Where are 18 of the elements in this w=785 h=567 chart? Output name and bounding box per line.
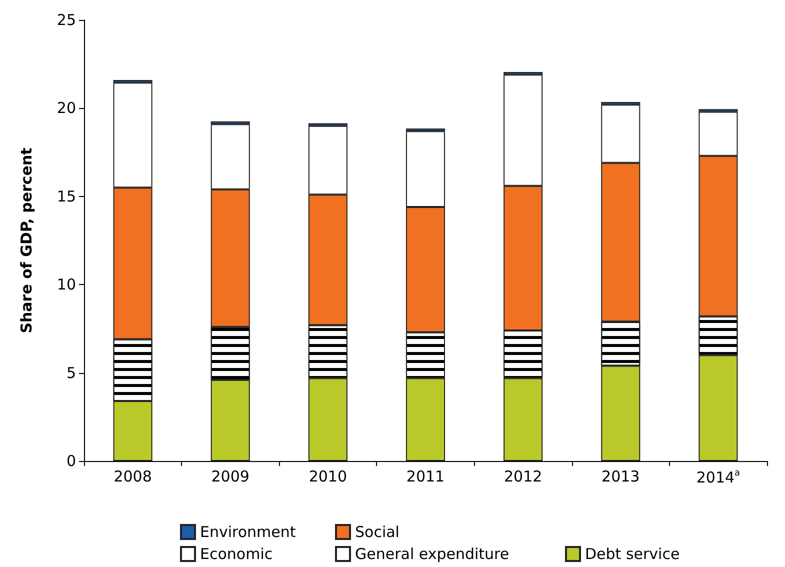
y-tick-label: 5 <box>66 364 76 382</box>
legend-label: Environment <box>200 523 296 541</box>
legend-label: General expenditure <box>355 545 510 563</box>
legend-label: Economic <box>200 545 273 563</box>
x-tick-label: 2010 <box>308 468 348 486</box>
y-tick-label: 15 <box>56 187 76 206</box>
y-tick-label: 20 <box>56 99 76 118</box>
x-tick-label: 2012 <box>504 468 542 486</box>
y-tick-label: 25 <box>56 11 76 29</box>
y-axis-title: Share of GDP, percent <box>18 148 36 334</box>
x-tick-label: 2013 <box>602 468 640 486</box>
x-tick-label: 2008 <box>114 468 152 486</box>
x-tick-label: 2011 <box>406 468 445 486</box>
y-tick-label: 0 <box>66 452 76 470</box>
y-tick-label: 10 <box>56 276 76 294</box>
legend-label: Debt service <box>585 545 680 563</box>
legend-label: Social <box>355 523 400 541</box>
x-tick-label: 2009 <box>211 468 250 486</box>
